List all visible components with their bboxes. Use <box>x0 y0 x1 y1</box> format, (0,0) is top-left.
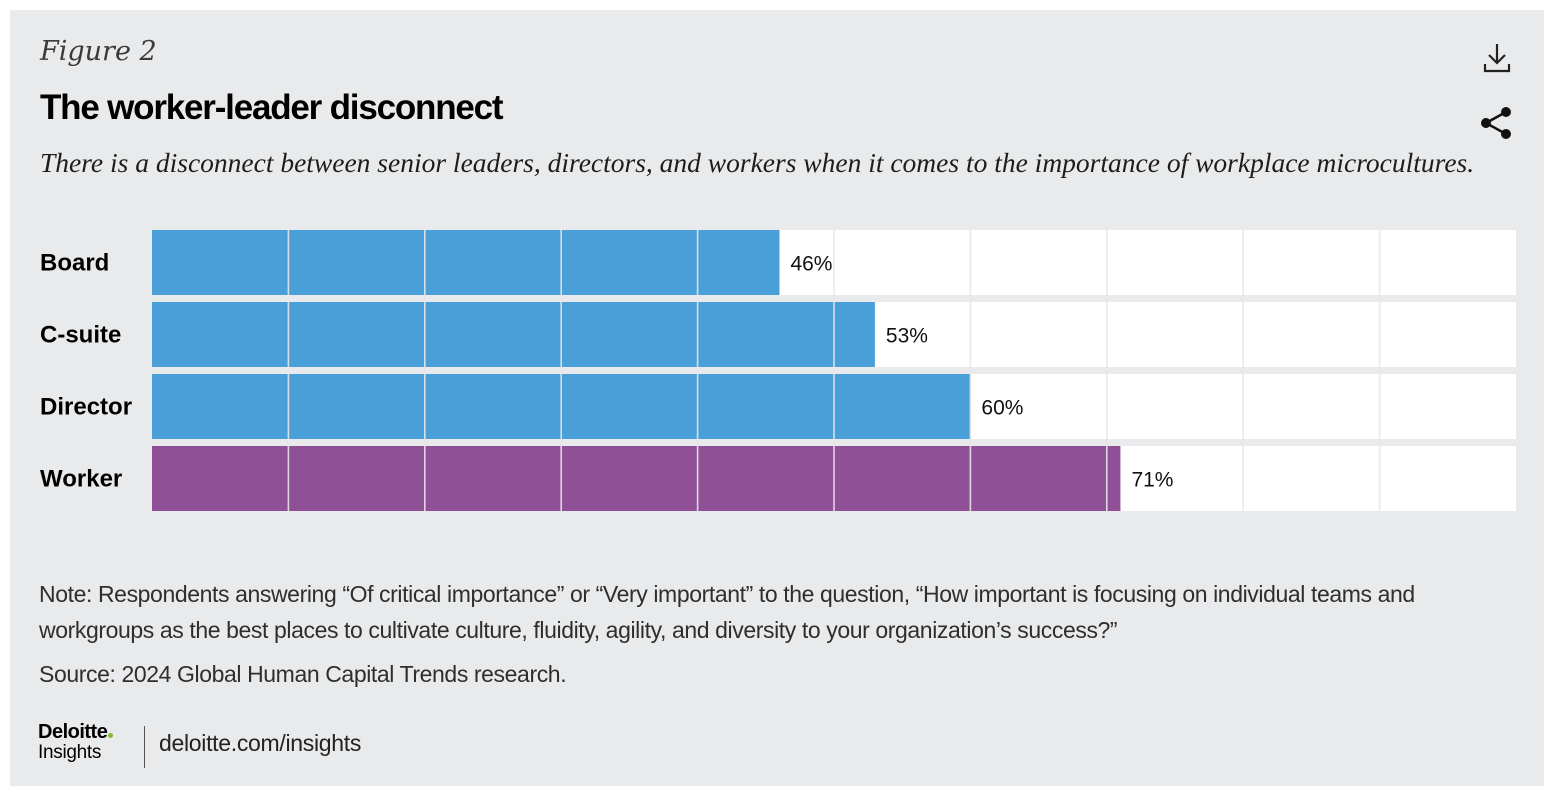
logo-brand: Deloitte <box>38 722 114 742</box>
logo-divider <box>144 726 145 768</box>
value-label: 60% <box>981 397 1023 420</box>
value-label: 71% <box>1131 469 1173 492</box>
figure-label: Figure 2 <box>40 36 157 67</box>
chart-title: The worker-leader disconnect <box>40 88 504 127</box>
share-icon <box>1481 107 1511 139</box>
logo-sub: Insights <box>38 742 102 763</box>
category-label: Board <box>40 250 109 277</box>
category-label: Director <box>40 394 132 421</box>
deloitte-insights-logo: Deloitte Insights <box>38 722 114 763</box>
download-icon <box>1483 44 1511 73</box>
site-link[interactable]: deloitte.com/insights <box>159 730 362 756</box>
share-button[interactable] <box>1478 105 1514 141</box>
bar-worker <box>152 446 1121 511</box>
value-label: 46% <box>790 253 832 276</box>
bar-c-suite <box>152 302 875 367</box>
category-label: C-suite <box>40 322 121 349</box>
chart-note: Note: Respondents answering “Of critical… <box>39 581 1415 643</box>
chart-subtitle: There is a disconnect between senior lea… <box>40 147 1475 178</box>
bar-chart: Board 46% C-suite 53% Director 60% Worker 71% <box>40 230 1516 511</box>
figure-card: Figure 2 The worker-leader disconnect Th… <box>10 10 1544 786</box>
value-label: 53% <box>886 325 928 348</box>
chart-source: Source: 2024 Global Human Capital Trends… <box>39 661 567 687</box>
logo-dot-icon <box>108 733 114 738</box>
category-label: Worker <box>40 466 122 493</box>
download-button[interactable] <box>1479 40 1515 76</box>
bar-board <box>152 230 780 295</box>
